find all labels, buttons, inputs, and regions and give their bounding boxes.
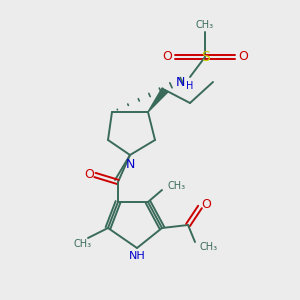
Text: CH₃: CH₃ [196, 20, 214, 30]
Text: O: O [162, 50, 172, 64]
Text: CH₃: CH₃ [167, 181, 185, 191]
Text: CH₃: CH₃ [74, 239, 92, 249]
Text: O: O [84, 169, 94, 182]
Text: N: N [125, 158, 135, 170]
Text: O: O [238, 50, 248, 64]
Text: N: N [176, 76, 185, 88]
Text: O: O [201, 197, 211, 211]
Text: H: H [186, 81, 194, 91]
Text: NH: NH [129, 251, 146, 261]
Text: CH₃: CH₃ [200, 242, 218, 252]
Polygon shape [148, 88, 168, 112]
Text: S: S [201, 50, 209, 64]
